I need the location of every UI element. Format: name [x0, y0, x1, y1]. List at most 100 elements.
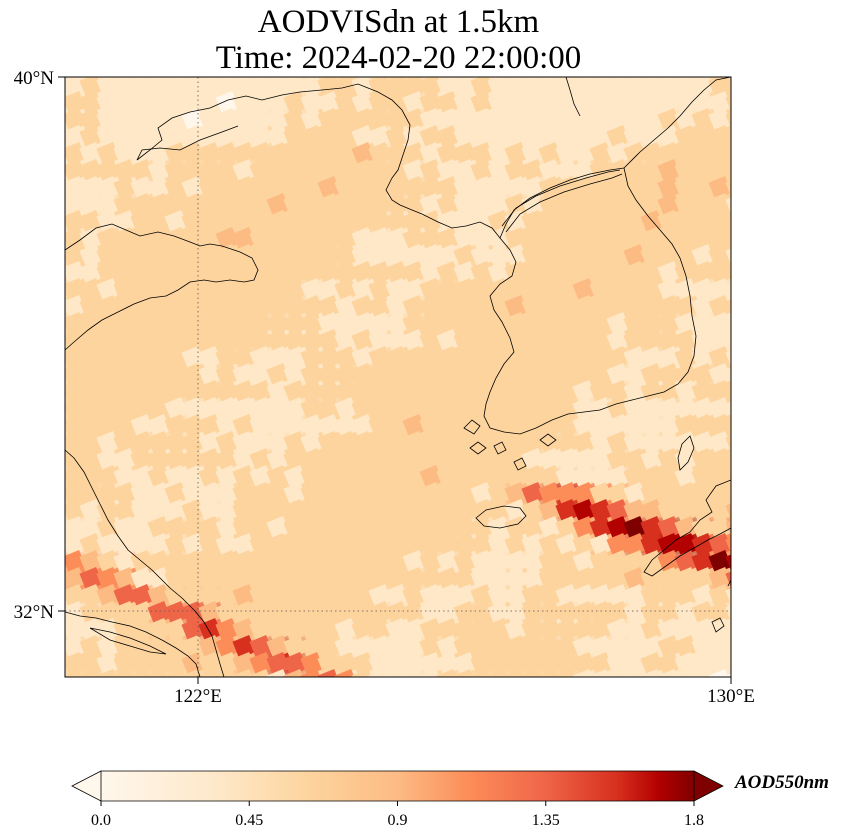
aod-cell	[453, 669, 477, 677]
aod-cell	[368, 533, 392, 557]
aod-cell	[402, 431, 426, 455]
aod-cell	[368, 431, 392, 455]
aod-cell	[453, 465, 477, 489]
aod-cell	[555, 91, 579, 115]
aod-cell	[113, 261, 137, 285]
aod-cell	[385, 550, 409, 574]
aod-cell	[504, 227, 528, 251]
aod-cell	[300, 533, 324, 557]
aod-cell	[232, 142, 256, 166]
aod-cell	[317, 482, 341, 506]
aod-cell	[487, 652, 511, 676]
aod-cell	[317, 278, 341, 302]
aod-cell	[317, 584, 341, 608]
aod-cell	[385, 261, 409, 285]
aod-cell	[487, 108, 511, 132]
aod-cell	[113, 635, 137, 659]
aod-cell	[470, 312, 494, 336]
aod-cell	[606, 414, 630, 438]
aod-cell	[436, 329, 460, 353]
aod-cell	[65, 380, 86, 404]
aod-cell	[674, 329, 698, 353]
aod-cell	[113, 380, 137, 404]
aod-cell	[453, 380, 477, 404]
aod-cell	[283, 363, 307, 387]
aod-cell	[96, 91, 120, 115]
aod-cell	[317, 142, 341, 166]
aod-cell	[691, 261, 715, 285]
aod-cell	[572, 261, 596, 285]
aod-cell	[589, 193, 613, 217]
aod-cell	[164, 312, 188, 336]
aod-cell	[232, 193, 256, 217]
aod-cell	[436, 516, 460, 540]
aod-cell	[368, 142, 392, 166]
aod-cell	[181, 142, 205, 166]
aod-cell	[368, 550, 392, 574]
aod-cell	[283, 91, 307, 115]
aod-cell	[113, 567, 137, 591]
aod-cell	[504, 108, 528, 132]
aod-cell	[65, 77, 86, 98]
aod-cell	[436, 261, 460, 285]
aod-cell	[555, 465, 579, 489]
aod-cell	[266, 652, 290, 676]
aod-cell	[572, 210, 596, 234]
aod-cell	[606, 125, 630, 149]
aod-cell	[283, 669, 307, 677]
aod-cell	[249, 465, 273, 489]
aod-cell	[317, 652, 341, 676]
aod-cell	[147, 312, 171, 336]
aod-cell	[249, 567, 273, 591]
aod-cell	[334, 669, 358, 677]
aod-cell	[470, 431, 494, 455]
aod-cell	[708, 125, 731, 149]
aod-cell	[419, 618, 443, 642]
aod-cell	[436, 397, 460, 421]
aod-cell	[623, 482, 647, 506]
aod-cell	[130, 652, 154, 676]
aod-cell	[470, 397, 494, 421]
aod-cell	[691, 142, 715, 166]
aod-cell	[113, 244, 137, 268]
aod-cell	[640, 669, 664, 677]
aod-cell	[504, 346, 528, 370]
aod-cell	[300, 244, 324, 268]
aod-cell	[589, 125, 613, 149]
aod-cell	[555, 244, 579, 268]
aod-cell	[538, 499, 562, 523]
aod-cell	[708, 601, 731, 625]
aod-cell	[691, 550, 715, 574]
aod-cell	[555, 210, 579, 234]
aod-cell	[300, 261, 324, 285]
aod-cell	[640, 363, 664, 387]
aod-cell	[555, 193, 579, 217]
aod-cell	[300, 669, 324, 677]
aod-cell	[65, 669, 86, 677]
aod-cell	[555, 77, 579, 98]
aod-cell	[402, 176, 426, 200]
aod-cell	[96, 380, 120, 404]
aod-cell	[96, 108, 120, 132]
aod-cell	[351, 414, 375, 438]
aod-cell	[538, 465, 562, 489]
colorbar-tick-label: 0.9	[388, 812, 408, 829]
aod-cell	[164, 108, 188, 132]
aod-cell	[538, 652, 562, 676]
aod-cell	[402, 635, 426, 659]
aod-cell	[402, 91, 426, 115]
aod-cell	[351, 176, 375, 200]
aod-cell	[487, 142, 511, 166]
aod-cell	[521, 550, 545, 574]
aod-cell	[96, 601, 120, 625]
map-panel	[65, 77, 731, 677]
aod-cell	[555, 482, 579, 506]
aod-cell	[65, 499, 86, 523]
aod-cell	[181, 108, 205, 132]
aod-cell	[79, 278, 103, 302]
aod-cell	[65, 91, 86, 115]
aod-cell	[521, 669, 545, 677]
aod-cell	[283, 193, 307, 217]
aod-cell	[402, 601, 426, 625]
aod-cell	[334, 193, 358, 217]
